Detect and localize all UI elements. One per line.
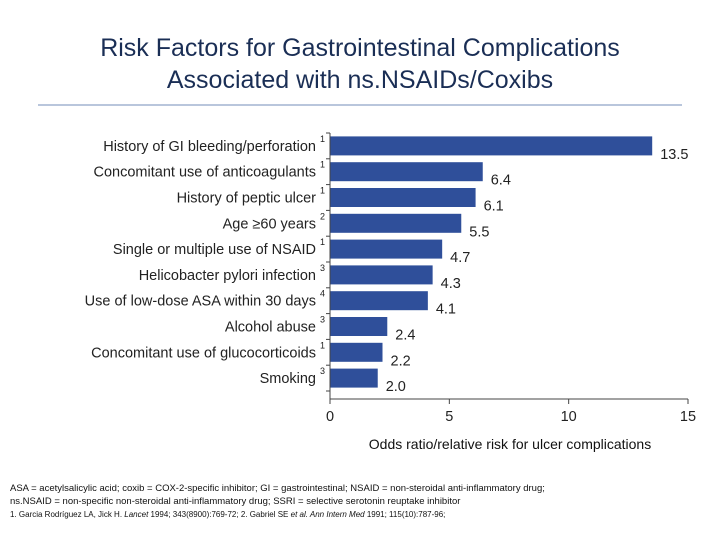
category-label-5: Single or multiple use of NSAID	[113, 242, 316, 258]
value-label-2: 6.4	[491, 173, 511, 189]
footnote-abbrev-2: ns.NSAID = non-specific non-steroidal an…	[10, 496, 461, 507]
ref-middle: 1994; 343(8900):769-72; 2. Gabriel SE	[148, 510, 291, 519]
title-line-1: Risk Factors for Gastrointestinal Compli…	[100, 34, 620, 62]
bar-4	[330, 213, 462, 233]
category-ref-7: 4	[320, 289, 325, 299]
category-ref-3: 1	[320, 186, 325, 196]
bar-5	[330, 239, 443, 259]
category-label-6: Helicobacter pylori infection	[139, 268, 316, 284]
category-ref-2: 1	[320, 160, 325, 170]
bar-7	[330, 291, 428, 311]
category-label-3: History of peptic ulcer	[177, 191, 317, 207]
footnote-abbrev-1: ASA = acetylsalicylic acid; coxib = COX-…	[10, 483, 545, 494]
x-tick-label-3: 10	[561, 409, 577, 425]
x-axis-label: Odds ratio/relative risk for ulcer compl…	[368, 436, 652, 452]
slide-title: Risk Factors for Gastrointestinal Compli…	[0, 32, 720, 96]
category-ref-10: 3	[320, 366, 325, 376]
ref-suffix: 1991; 115(10):787-96;	[364, 510, 446, 519]
footnote-references: 1. Garcia Rodríguez LA, Jick H. Lancet 1…	[10, 508, 710, 521]
bar-10	[330, 368, 378, 388]
category-ref-1: 1	[320, 134, 325, 144]
value-label-3: 6.1	[484, 199, 504, 215]
category-label-4: Age ≥60 years	[223, 216, 316, 232]
category-label-9: Concomitant use of glucocorticoids	[91, 345, 316, 361]
category-label-1: History of GI bleeding/perforation	[103, 139, 316, 155]
value-label-5: 4.7	[450, 250, 470, 266]
category-label-10: Smoking	[260, 371, 316, 387]
category-ref-4: 2	[320, 211, 325, 221]
category-ref-9: 1	[320, 340, 325, 350]
x-tick-label-2: 5	[445, 409, 453, 425]
value-label-4: 5.5	[469, 224, 489, 240]
value-label-10: 2.0	[386, 379, 406, 395]
footnotes: ASA = acetylsalicylic acid; coxib = COX-…	[10, 482, 710, 521]
category-ref-5: 1	[320, 237, 325, 247]
x-tick-label-4: 15	[680, 409, 696, 425]
bar-6	[330, 265, 433, 285]
value-label-6: 4.3	[441, 276, 461, 292]
value-label-7: 4.1	[436, 302, 456, 318]
title-line-2: Associated with ns.NSAIDs/Coxibs	[166, 66, 554, 94]
bar-8	[330, 317, 388, 336]
bar-3	[330, 188, 476, 207]
risk-factor-bar-chart: History of GI bleeding/perforation 1 13.5 C…	[85, 132, 696, 425]
bar-2	[330, 162, 483, 182]
ref-prefix: 1. Garcia Rodríguez LA, Jick H.	[10, 510, 125, 519]
x-tick-label-1: 0	[326, 409, 334, 425]
value-label-9: 2.2	[391, 353, 411, 369]
category-label-8: Alcohol abuse	[225, 320, 316, 336]
bar-9	[330, 342, 383, 362]
category-label-7: Use of low-dose ASA within 30 days	[85, 294, 316, 310]
category-label-2: Concomitant use of anticoagulants	[94, 165, 316, 181]
value-label-8: 2.4	[395, 328, 415, 344]
value-label-1: 13.5	[660, 147, 688, 163]
bar-1	[330, 136, 653, 156]
title-divider	[38, 104, 682, 106]
ref-journal-1: Lancet	[124, 510, 149, 519]
category-ref-6: 3	[320, 263, 325, 273]
ref-etal: et al. Ann Intern Med	[290, 510, 365, 519]
category-ref-8: 3	[320, 315, 325, 325]
